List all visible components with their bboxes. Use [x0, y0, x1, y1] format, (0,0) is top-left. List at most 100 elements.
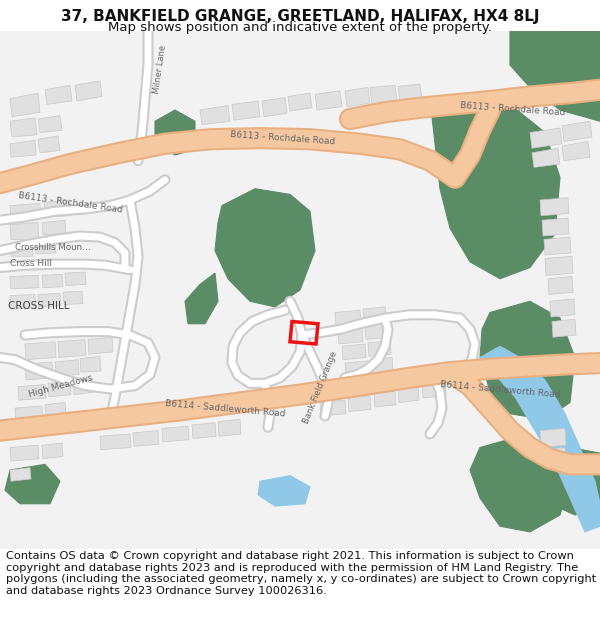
- Text: B6113 - Rochdale Road: B6113 - Rochdale Road: [230, 130, 335, 147]
- Polygon shape: [540, 198, 569, 216]
- Polygon shape: [100, 434, 131, 450]
- Polygon shape: [288, 93, 312, 111]
- Polygon shape: [540, 428, 566, 448]
- Polygon shape: [363, 307, 386, 322]
- Polygon shape: [73, 379, 93, 394]
- Polygon shape: [365, 324, 389, 339]
- Polygon shape: [35, 239, 56, 254]
- Polygon shape: [192, 422, 216, 439]
- Polygon shape: [350, 378, 373, 394]
- Polygon shape: [75, 81, 102, 101]
- Text: Bank Field Grange: Bank Field Grange: [302, 349, 339, 424]
- Polygon shape: [55, 360, 79, 377]
- Polygon shape: [45, 85, 72, 104]
- Text: 37, BANKFIELD GRANGE, GREETLAND, HALIFAX, HX4 8LJ: 37, BANKFIELD GRANGE, GREETLAND, HALIFAX…: [61, 9, 539, 24]
- Polygon shape: [532, 148, 560, 168]
- Polygon shape: [10, 118, 37, 137]
- Polygon shape: [10, 93, 40, 117]
- Polygon shape: [562, 121, 592, 141]
- Polygon shape: [200, 106, 230, 124]
- Text: B6113 - Rochdale Road: B6113 - Rochdale Road: [460, 101, 566, 118]
- Polygon shape: [5, 464, 60, 504]
- Polygon shape: [374, 391, 396, 407]
- Polygon shape: [10, 468, 31, 481]
- Text: Cross Hill: Cross Hill: [10, 259, 52, 268]
- Polygon shape: [48, 381, 71, 397]
- Polygon shape: [542, 218, 569, 236]
- Polygon shape: [348, 396, 371, 411]
- Polygon shape: [480, 301, 575, 419]
- Polygon shape: [345, 88, 370, 107]
- Polygon shape: [63, 291, 83, 304]
- Text: Crosshills Moun…: Crosshills Moun…: [15, 242, 91, 252]
- Polygon shape: [15, 406, 43, 422]
- Polygon shape: [368, 341, 391, 356]
- Polygon shape: [342, 344, 366, 360]
- Polygon shape: [544, 237, 571, 255]
- Polygon shape: [530, 128, 562, 148]
- Polygon shape: [258, 476, 310, 506]
- Polygon shape: [215, 189, 315, 307]
- Polygon shape: [315, 91, 342, 110]
- Polygon shape: [155, 110, 195, 155]
- Polygon shape: [162, 426, 189, 442]
- Polygon shape: [65, 272, 86, 286]
- Polygon shape: [562, 141, 590, 161]
- Polygon shape: [185, 273, 218, 324]
- Polygon shape: [430, 93, 560, 279]
- Text: B6113 - Rochdale Road: B6113 - Rochdale Road: [18, 191, 124, 214]
- Polygon shape: [550, 299, 575, 317]
- Polygon shape: [25, 342, 56, 360]
- Polygon shape: [335, 310, 361, 326]
- Polygon shape: [10, 445, 39, 461]
- Polygon shape: [398, 84, 422, 102]
- Text: High Meadows: High Meadows: [28, 373, 94, 399]
- Polygon shape: [218, 419, 241, 436]
- Polygon shape: [10, 141, 36, 158]
- Polygon shape: [371, 357, 393, 373]
- Polygon shape: [38, 116, 62, 132]
- Polygon shape: [42, 443, 63, 459]
- Polygon shape: [232, 101, 260, 120]
- Polygon shape: [88, 338, 113, 354]
- Polygon shape: [45, 402, 66, 418]
- Polygon shape: [545, 256, 573, 276]
- Polygon shape: [38, 293, 61, 307]
- Polygon shape: [10, 276, 39, 289]
- Polygon shape: [345, 361, 369, 377]
- Polygon shape: [10, 242, 33, 256]
- Polygon shape: [10, 222, 39, 239]
- Polygon shape: [42, 274, 63, 288]
- Polygon shape: [470, 436, 570, 532]
- Polygon shape: [320, 400, 346, 416]
- Text: B6114 - Saddleworth Road: B6114 - Saddleworth Road: [440, 380, 561, 399]
- Polygon shape: [42, 220, 66, 235]
- Polygon shape: [25, 362, 53, 380]
- Polygon shape: [133, 431, 159, 446]
- Polygon shape: [18, 384, 46, 400]
- Text: Map shows position and indicative extent of the property.: Map shows position and indicative extent…: [108, 21, 492, 34]
- Polygon shape: [338, 327, 363, 344]
- Text: Contains OS data © Crown copyright and database right 2021. This information is : Contains OS data © Crown copyright and d…: [6, 551, 596, 596]
- Polygon shape: [0, 31, 600, 549]
- Text: B6114 - Saddleworth Road: B6114 - Saddleworth Road: [165, 399, 286, 419]
- Polygon shape: [548, 276, 573, 294]
- Text: CROSS HILL: CROSS HILL: [8, 301, 70, 311]
- Polygon shape: [44, 200, 71, 217]
- Polygon shape: [38, 136, 60, 152]
- Polygon shape: [510, 31, 600, 121]
- Polygon shape: [535, 448, 600, 515]
- Polygon shape: [552, 319, 576, 338]
- Polygon shape: [10, 203, 41, 220]
- Polygon shape: [560, 31, 600, 88]
- Text: Milner Lane: Milner Lane: [152, 45, 168, 94]
- Polygon shape: [370, 85, 397, 104]
- Polygon shape: [80, 356, 101, 372]
- Polygon shape: [10, 294, 36, 309]
- Polygon shape: [398, 387, 419, 402]
- Polygon shape: [262, 98, 287, 117]
- Polygon shape: [58, 339, 86, 357]
- Polygon shape: [475, 346, 600, 532]
- Polygon shape: [540, 448, 566, 466]
- Polygon shape: [422, 382, 446, 398]
